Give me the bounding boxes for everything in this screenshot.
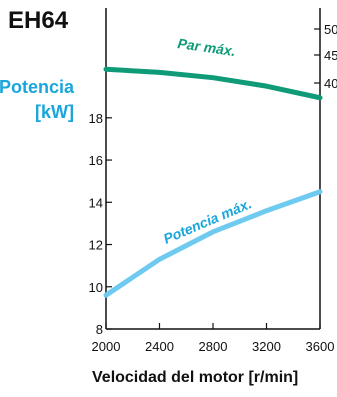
left-y-tick-label: 18	[89, 111, 103, 126]
left-axis-label-line2: [kW]	[35, 102, 74, 122]
left-axis-label-line1: Potencia	[0, 77, 75, 97]
model-label: EH64	[8, 7, 69, 34]
right-y-tick-label: 50	[324, 22, 337, 37]
x-tick-label: 2000	[92, 339, 121, 354]
x-tick-label: 3600	[306, 339, 335, 354]
x-ticks: 2000 2400 2800 3200 3600	[92, 323, 335, 354]
right-ticks: 50 45 40	[314, 22, 337, 91]
right-y-tick-label: 40	[324, 76, 337, 91]
x-tick-label: 2400	[145, 339, 174, 354]
series-layer	[103, 66, 323, 298]
plot-frame	[105, 8, 321, 330]
series-line-power	[103, 189, 323, 298]
x-tick-label: 3200	[252, 339, 281, 354]
left-ticks: 8 10 12 14 16 18	[89, 111, 112, 337]
right-y-tick-label: 45	[324, 48, 337, 63]
left-y-tick-label: 12	[89, 238, 103, 253]
x-tick-label: 2800	[199, 339, 228, 354]
series-line-torque	[103, 66, 323, 101]
left-y-tick-label: 14	[89, 195, 103, 210]
series-label-torque: Par máx.	[177, 35, 237, 59]
x-axis-label: Velocidad del motor [r/min]	[92, 369, 298, 386]
left-y-tick-label: 10	[89, 280, 103, 295]
left-y-tick-label: 16	[89, 153, 103, 168]
left-y-tick-label: 8	[96, 322, 103, 337]
